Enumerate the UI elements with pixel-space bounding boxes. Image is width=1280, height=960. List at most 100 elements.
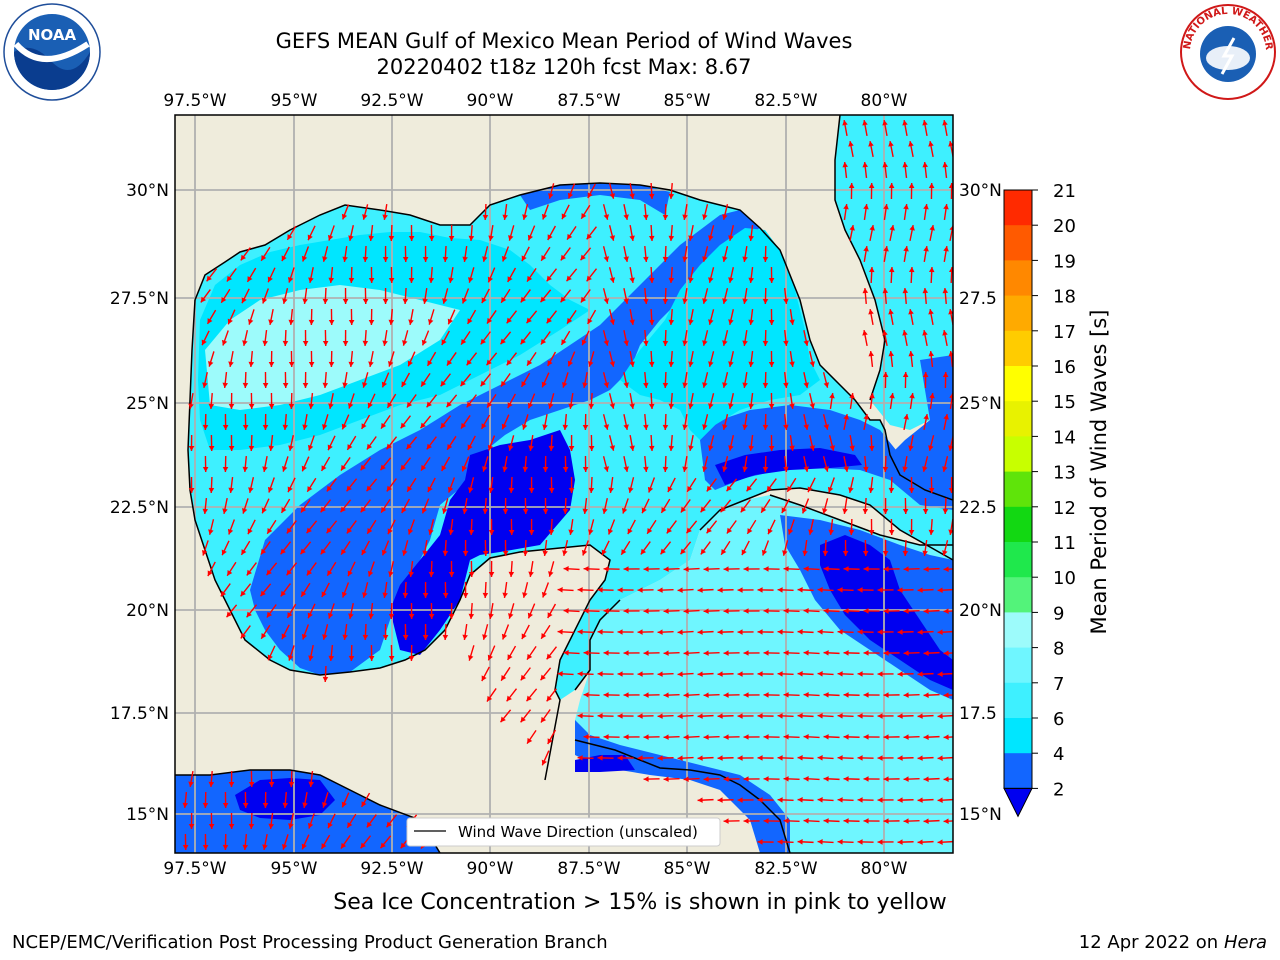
wind-arrow — [603, 608, 620, 614]
wind-arrow — [917, 755, 934, 761]
wind-arrow — [868, 266, 875, 284]
wind-arrow — [857, 671, 874, 677]
wind-arrow — [588, 392, 595, 410]
wind-arrow — [903, 566, 920, 572]
wind-arrow — [500, 288, 511, 304]
wind-arrow — [366, 519, 377, 535]
wind-arrow — [748, 434, 754, 452]
wind-arrow — [228, 812, 235, 830]
wind-arrow — [461, 288, 470, 304]
wind-arrow — [783, 566, 800, 572]
lat-label-right: 20°N — [959, 601, 1002, 621]
wind-arrow — [366, 436, 377, 450]
wind-arrow — [362, 245, 369, 263]
wind-arrow — [300, 582, 311, 598]
wind-arrow — [897, 839, 914, 845]
lon-label-top: 80°W — [861, 91, 908, 111]
wind-arrow — [327, 603, 335, 619]
wind-arrow — [248, 770, 255, 788]
wind-arrow — [242, 833, 249, 851]
wind-arrow — [728, 267, 735, 283]
wind-arrow — [442, 498, 449, 514]
wind-arrow — [763, 608, 780, 614]
wind-arrow — [663, 734, 680, 740]
colorbar-tick-label: 2 — [1053, 779, 1064, 800]
wind-arrow — [922, 371, 929, 389]
colorbar-segment — [1004, 260, 1032, 297]
wind-arrow — [602, 372, 610, 388]
wind-arrow — [643, 734, 660, 740]
wind-arrow — [677, 587, 694, 593]
wind-arrow — [849, 392, 855, 410]
wind-arrow — [697, 671, 714, 677]
wind-arrow — [786, 477, 797, 493]
wind-arrow — [366, 814, 377, 828]
map-frame — [174, 114, 954, 854]
wind-arrow — [508, 225, 515, 241]
colorbar-segment — [1004, 718, 1032, 754]
wind-arrow — [629, 267, 635, 283]
wind-arrow — [486, 688, 497, 702]
wind-arrow — [897, 587, 914, 593]
wind-arrow — [321, 582, 330, 598]
wind-arrow — [266, 519, 277, 535]
wind-arrow — [643, 650, 660, 656]
wind-arrow — [777, 713, 794, 719]
wind-arrow — [737, 587, 754, 593]
wind-arrow — [202, 497, 209, 515]
wind-arrow — [561, 204, 570, 220]
wind-arrow — [647, 477, 656, 493]
wind-arrow — [948, 350, 953, 368]
wind-arrow — [657, 755, 674, 761]
wind-arrow — [580, 247, 592, 261]
wind-arrow — [421, 498, 430, 514]
wind-arrow — [557, 587, 574, 593]
wind-arrow — [346, 813, 357, 829]
wind-arrow — [708, 435, 715, 451]
wind-arrow — [706, 478, 717, 492]
wind-arrow — [281, 624, 290, 640]
lat-label-left: 22.5°N — [110, 498, 169, 518]
wind-arrow — [420, 415, 432, 429]
wind-arrow — [888, 141, 894, 157]
wind-arrow — [863, 245, 869, 263]
wind-arrow — [897, 755, 914, 761]
colorbar-tick-label: 8 — [1053, 639, 1064, 660]
wind-arrow — [597, 713, 614, 719]
wind-arrow — [948, 476, 953, 494]
wind-arrow — [242, 455, 249, 473]
wind-arrow — [777, 797, 794, 803]
wind-arrow — [737, 797, 754, 803]
wind-arrow — [487, 645, 496, 661]
wind-arrow — [662, 245, 669, 263]
wind-arrow — [923, 203, 929, 221]
wind-arrow — [527, 225, 536, 241]
wind-arrow — [757, 797, 774, 803]
wind-arrow — [837, 671, 854, 677]
wind-arrow — [526, 729, 537, 745]
wind-arrow — [922, 497, 929, 515]
wind-arrow — [428, 519, 435, 535]
wind-arrow — [943, 566, 953, 572]
wind-arrow — [201, 540, 209, 556]
wind-arrow — [360, 792, 371, 808]
wind-arrow — [608, 351, 616, 367]
wind-arrow — [797, 671, 814, 677]
wind-arrow — [326, 520, 338, 534]
wind-arrow — [623, 608, 640, 614]
wind-arrow — [426, 394, 438, 408]
wind-arrow — [643, 245, 649, 263]
wind-arrow — [863, 203, 869, 221]
wind-arrow — [266, 562, 278, 576]
wind-arrow — [488, 560, 495, 578]
wind-arrow — [908, 518, 915, 536]
wind-arrow — [586, 268, 598, 282]
wind-arrow — [268, 350, 275, 368]
wind-arrow — [928, 518, 935, 536]
colorbar-segment — [1004, 401, 1032, 437]
wind-arrow — [466, 352, 478, 366]
wind-arrow — [562, 413, 569, 431]
lon-label-top: 92.5°W — [360, 91, 423, 111]
wind-arrow — [603, 650, 620, 656]
wind-arrow — [368, 308, 375, 326]
